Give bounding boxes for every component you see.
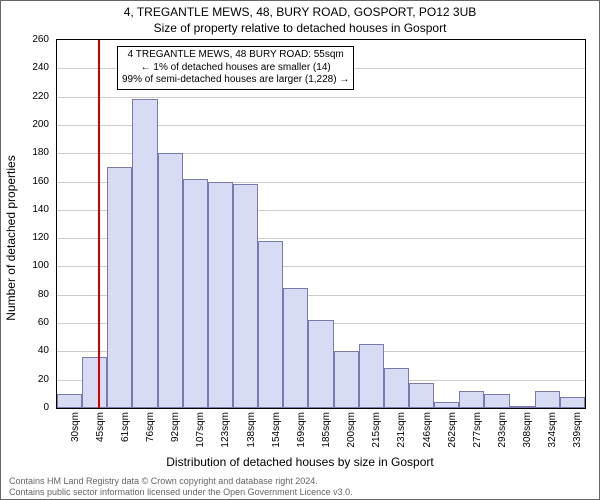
x-tick-label: 308sqm <box>522 412 533 448</box>
x-tick-label: 30sqm <box>70 412 81 442</box>
gridline <box>57 97 585 98</box>
x-tick-label: 92sqm <box>170 412 181 442</box>
y-tick-label: 20 <box>9 374 49 385</box>
footer: Contains HM Land Registry data © Crown c… <box>9 476 353 497</box>
histogram-bar <box>459 391 484 408</box>
x-tick-label: 231sqm <box>396 412 407 448</box>
y-tick-label: 0 <box>9 402 49 413</box>
histogram-bar <box>334 351 359 408</box>
histogram-bar <box>560 397 585 408</box>
annotation-box: 4 TREGANTLE MEWS, 48 BURY ROAD: 55sqm← 1… <box>117 46 354 90</box>
property-marker-line <box>98 40 101 408</box>
x-tick-label: 45sqm <box>95 412 106 442</box>
x-tick-label: 138sqm <box>246 412 257 448</box>
title-line-2: Size of property relative to detached ho… <box>1 21 599 35</box>
histogram-bar <box>359 344 384 408</box>
x-tick-label: 215sqm <box>371 412 382 448</box>
x-axis-label: Distribution of detached houses by size … <box>1 455 599 469</box>
x-tick-label: 200sqm <box>346 412 357 448</box>
histogram-bar <box>535 391 560 408</box>
histogram-bar <box>308 320 333 408</box>
y-tick-label: 60 <box>9 317 49 328</box>
histogram-bar <box>384 368 409 408</box>
histogram-bar <box>132 99 157 408</box>
histogram-bar <box>434 402 459 408</box>
chart-plot-area: 02040608010012014016018020022024026030sq… <box>56 39 586 409</box>
y-tick-label: 220 <box>9 91 49 102</box>
histogram-bar <box>258 241 283 408</box>
y-tick-label: 140 <box>9 204 49 215</box>
x-tick-label: 154sqm <box>271 412 282 448</box>
histogram-bar <box>158 153 183 408</box>
x-tick-label: 324sqm <box>547 412 558 448</box>
histogram-bar <box>233 184 258 408</box>
annotation-line2: ← 1% of detached houses are smaller (14) <box>122 62 349 75</box>
histogram-bar <box>82 357 107 408</box>
x-tick-label: 293sqm <box>497 412 508 448</box>
x-tick-label: 262sqm <box>447 412 458 448</box>
page: 4, TREGANTLE MEWS, 48, BURY ROAD, GOSPOR… <box>0 0 600 500</box>
histogram-bar <box>510 406 535 408</box>
x-tick-label: 246sqm <box>422 412 433 448</box>
histogram-bar <box>107 167 132 408</box>
footer-line-2: Contains public sector information licen… <box>9 487 353 497</box>
annotation-line3: 99% of semi-detached houses are larger (… <box>122 74 349 87</box>
y-tick-label: 180 <box>9 147 49 158</box>
title-line-1: 4, TREGANTLE MEWS, 48, BURY ROAD, GOSPOR… <box>1 5 599 19</box>
y-tick-label: 100 <box>9 260 49 271</box>
y-tick-label: 260 <box>9 34 49 45</box>
histogram-bar <box>409 383 434 408</box>
histogram-bar <box>484 394 509 408</box>
x-tick-label: 277sqm <box>472 412 483 448</box>
histogram-bar <box>283 288 308 408</box>
y-tick-label: 120 <box>9 232 49 243</box>
footer-line-1: Contains HM Land Registry data © Crown c… <box>9 476 353 486</box>
x-tick-label: 185sqm <box>321 412 332 448</box>
x-tick-label: 107sqm <box>195 412 206 448</box>
y-tick-label: 240 <box>9 62 49 73</box>
histogram-bar <box>183 179 208 408</box>
y-tick-label: 200 <box>9 119 49 130</box>
histogram-bar <box>208 182 233 408</box>
x-tick-label: 339sqm <box>572 412 583 448</box>
annotation-line1: 4 TREGANTLE MEWS, 48 BURY ROAD: 55sqm <box>122 49 349 62</box>
x-tick-label: 169sqm <box>296 412 307 448</box>
x-tick-label: 76sqm <box>145 412 156 442</box>
y-tick-label: 80 <box>9 289 49 300</box>
y-tick-label: 40 <box>9 345 49 356</box>
x-tick-label: 61sqm <box>120 412 131 442</box>
histogram-bar <box>57 394 82 408</box>
y-tick-label: 160 <box>9 176 49 187</box>
x-tick-label: 123sqm <box>220 412 231 448</box>
